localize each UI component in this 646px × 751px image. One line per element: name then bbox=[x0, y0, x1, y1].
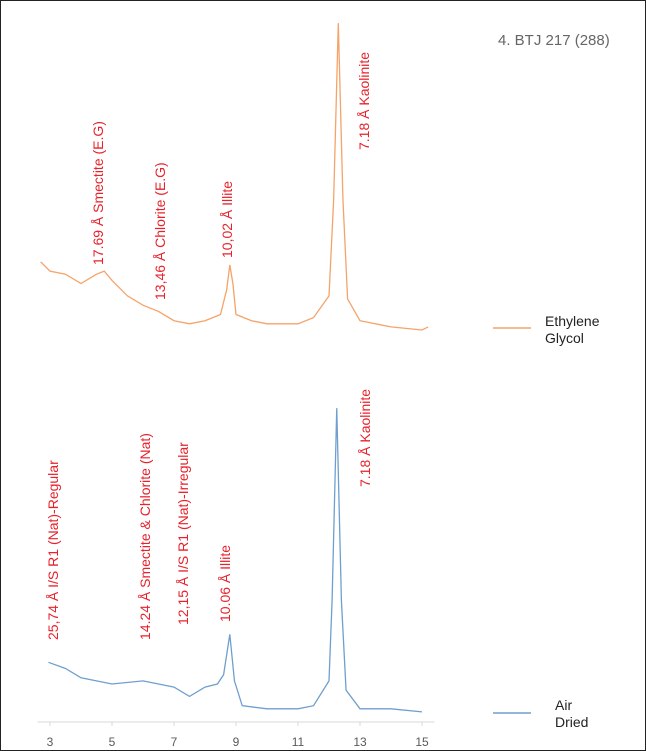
annotation: 13,46 Å Chlorite (E.G) bbox=[152, 162, 168, 300]
x-tick-label: 15 bbox=[415, 735, 429, 749]
annotation: 10.06 Å Illite bbox=[217, 545, 233, 622]
x-tick-label: 7 bbox=[171, 735, 178, 749]
data-line bbox=[40, 23, 429, 331]
annotation: 12,15 Å I/S R1 (Nat)-Irregular bbox=[175, 442, 191, 625]
legend-label: Air Dried bbox=[555, 697, 589, 730]
x-tick-label: 3 bbox=[47, 735, 54, 749]
chart-title: 4. BTJ 217 (288) bbox=[498, 32, 610, 49]
annotation: 7.18 Å Kaolinite bbox=[356, 52, 372, 150]
legend-label: Ethylene Glycol bbox=[545, 313, 600, 346]
x-tick-label: 9 bbox=[233, 735, 240, 749]
annotation: 17.69 Å Smectite (E.G) bbox=[90, 121, 106, 265]
annotation: 10,02 Å Illite bbox=[219, 181, 235, 258]
x-tick-label: 11 bbox=[292, 735, 305, 749]
annotation: 7.18 Å Kaolinite bbox=[357, 389, 373, 487]
x-tick-label: 5 bbox=[109, 735, 116, 749]
annotation: 25,74 Å I/S R1 (Nat)-Regular bbox=[45, 460, 61, 640]
x-tick-label: 13 bbox=[353, 735, 367, 749]
annotation: 14.24 Å Smectite & Chlorite (Nat) bbox=[137, 433, 153, 640]
data-line bbox=[48, 408, 423, 713]
